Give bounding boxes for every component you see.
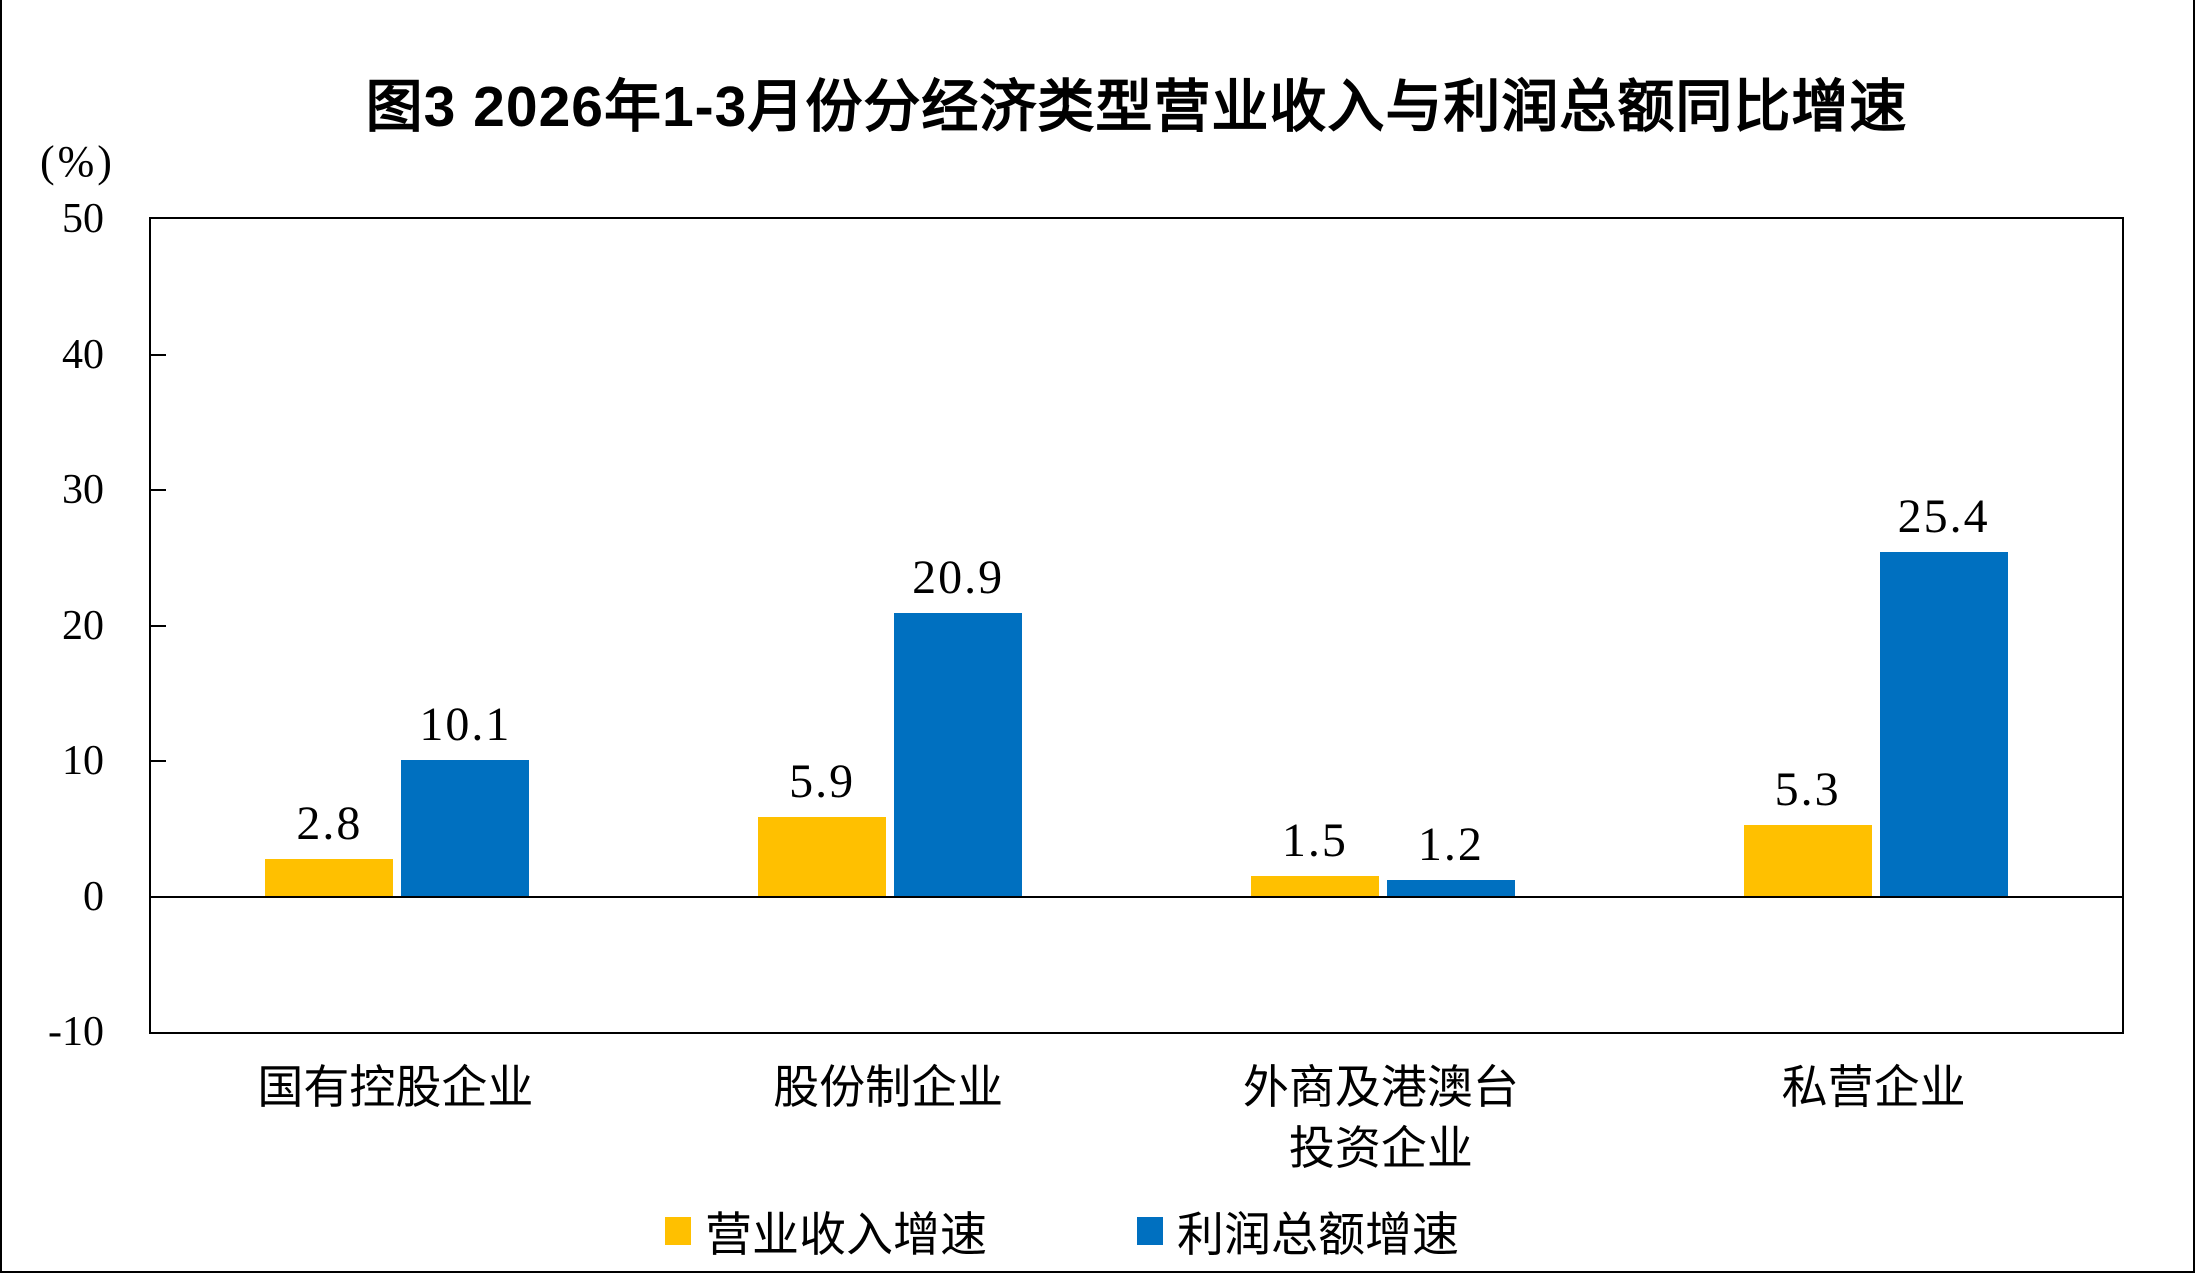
y-axis-unit-label: (%) bbox=[40, 137, 115, 186]
y-axis-tick-mark bbox=[151, 489, 166, 491]
bar-value-label: 20.9 bbox=[912, 551, 1005, 605]
plot-area: 2.8 10.1 5.9 20.9 1.5 1.2 5.3 25.4 bbox=[149, 217, 2124, 1034]
y-axis-tick-label: 0 bbox=[83, 873, 104, 920]
bar-value-label: 5.3 bbox=[1774, 762, 1841, 816]
bar-profit-group3 bbox=[1386, 880, 1515, 897]
legend-item-profit: 利润总额增速 bbox=[1137, 1196, 1459, 1265]
y-axis-tick-mark bbox=[151, 760, 166, 762]
bar-value-label: 25.4 bbox=[1897, 490, 1990, 544]
legend-swatch-icon bbox=[665, 1216, 691, 1245]
bar-revenue-group1 bbox=[265, 858, 394, 897]
category-label: 外商及港澳台 投资企业 bbox=[1242, 1062, 1519, 1174]
y-axis-tick-label: -10 bbox=[48, 1009, 104, 1055]
zero-baseline bbox=[151, 895, 2122, 898]
category-label: 国有控股企业 bbox=[257, 1062, 534, 1113]
chart-legend: 营业收入增速 利润总额增速 bbox=[2, 1196, 2122, 1265]
y-axis-tick-label: 10 bbox=[62, 738, 104, 784]
bar-value-label: 5.9 bbox=[789, 754, 856, 808]
bar-value-label: 2.8 bbox=[296, 796, 363, 850]
bar-revenue-group3 bbox=[1250, 876, 1379, 897]
y-axis-tick-mark bbox=[151, 624, 166, 627]
legend-label: 利润总额增速 bbox=[1177, 1210, 1459, 1262]
chart-title: 图3 2026年1-3月份分经济类型营业收入与利润总额同比增速 bbox=[365, 75, 1908, 139]
legend-label: 营业收入增速 bbox=[705, 1210, 987, 1262]
bar-revenue-group2 bbox=[758, 816, 887, 897]
category-label: 私营企业 bbox=[1781, 1062, 1966, 1113]
bar-profit-group4 bbox=[1879, 552, 2008, 897]
y-axis-tick-label: 30 bbox=[62, 467, 104, 513]
y-axis-tick-label: 20 bbox=[62, 602, 104, 649]
y-axis-tick-label: 40 bbox=[62, 331, 104, 378]
bar-profit-group1 bbox=[401, 759, 530, 897]
y-axis-tick-mark bbox=[151, 353, 166, 356]
y-axis-tick-label: 50 bbox=[62, 196, 104, 242]
bar-profit-group2 bbox=[894, 613, 1023, 897]
legend-swatch-icon bbox=[1137, 1216, 1163, 1245]
bar-value-label: 10.1 bbox=[419, 697, 512, 751]
bar-value-label: 1.2 bbox=[1417, 818, 1484, 872]
bar-revenue-group4 bbox=[1743, 824, 1872, 897]
bar-value-label: 1.5 bbox=[1281, 814, 1348, 868]
legend-item-revenue: 营业收入增速 bbox=[665, 1196, 987, 1265]
category-label: 股份制企业 bbox=[773, 1062, 1004, 1113]
